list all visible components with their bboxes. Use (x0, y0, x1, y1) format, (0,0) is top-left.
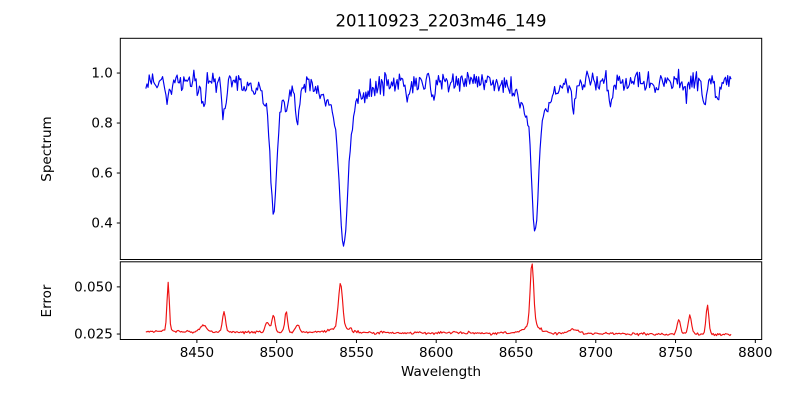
chart-title: 20110923_2203m46_149 (335, 11, 547, 31)
x-tick-label: 8650 (499, 345, 533, 361)
x-tick-label: 8550 (339, 345, 373, 361)
spectrum-line (145, 68, 732, 247)
spectrum-y-tick-label: 0.4 (91, 216, 112, 232)
spectrum-y-tick-label: 0.8 (91, 116, 112, 132)
x-tick-label: 8750 (658, 345, 692, 361)
x-tick-label: 8450 (180, 345, 214, 361)
spectrum-y-axis-label: Spectrum (39, 116, 55, 182)
error-line (145, 263, 732, 337)
error-y-tick-label: 0.025 (74, 327, 113, 343)
error-axes-border (119, 261, 763, 340)
spectrum-axes-border (119, 37, 763, 260)
x-tick-label: 8800 (738, 345, 772, 361)
error-y-tick-label: 0.050 (74, 280, 113, 296)
x-tick-label: 8700 (579, 345, 613, 361)
spectrum-y-tick-label: 0.6 (91, 166, 112, 182)
x-axis-label: Wavelength (400, 364, 482, 380)
spectrum-y-tick-label: 1.0 (91, 66, 112, 82)
x-tick-label: 8600 (419, 345, 453, 361)
x-tick-label: 8500 (259, 345, 293, 361)
error-y-axis-label: Error (39, 284, 55, 318)
